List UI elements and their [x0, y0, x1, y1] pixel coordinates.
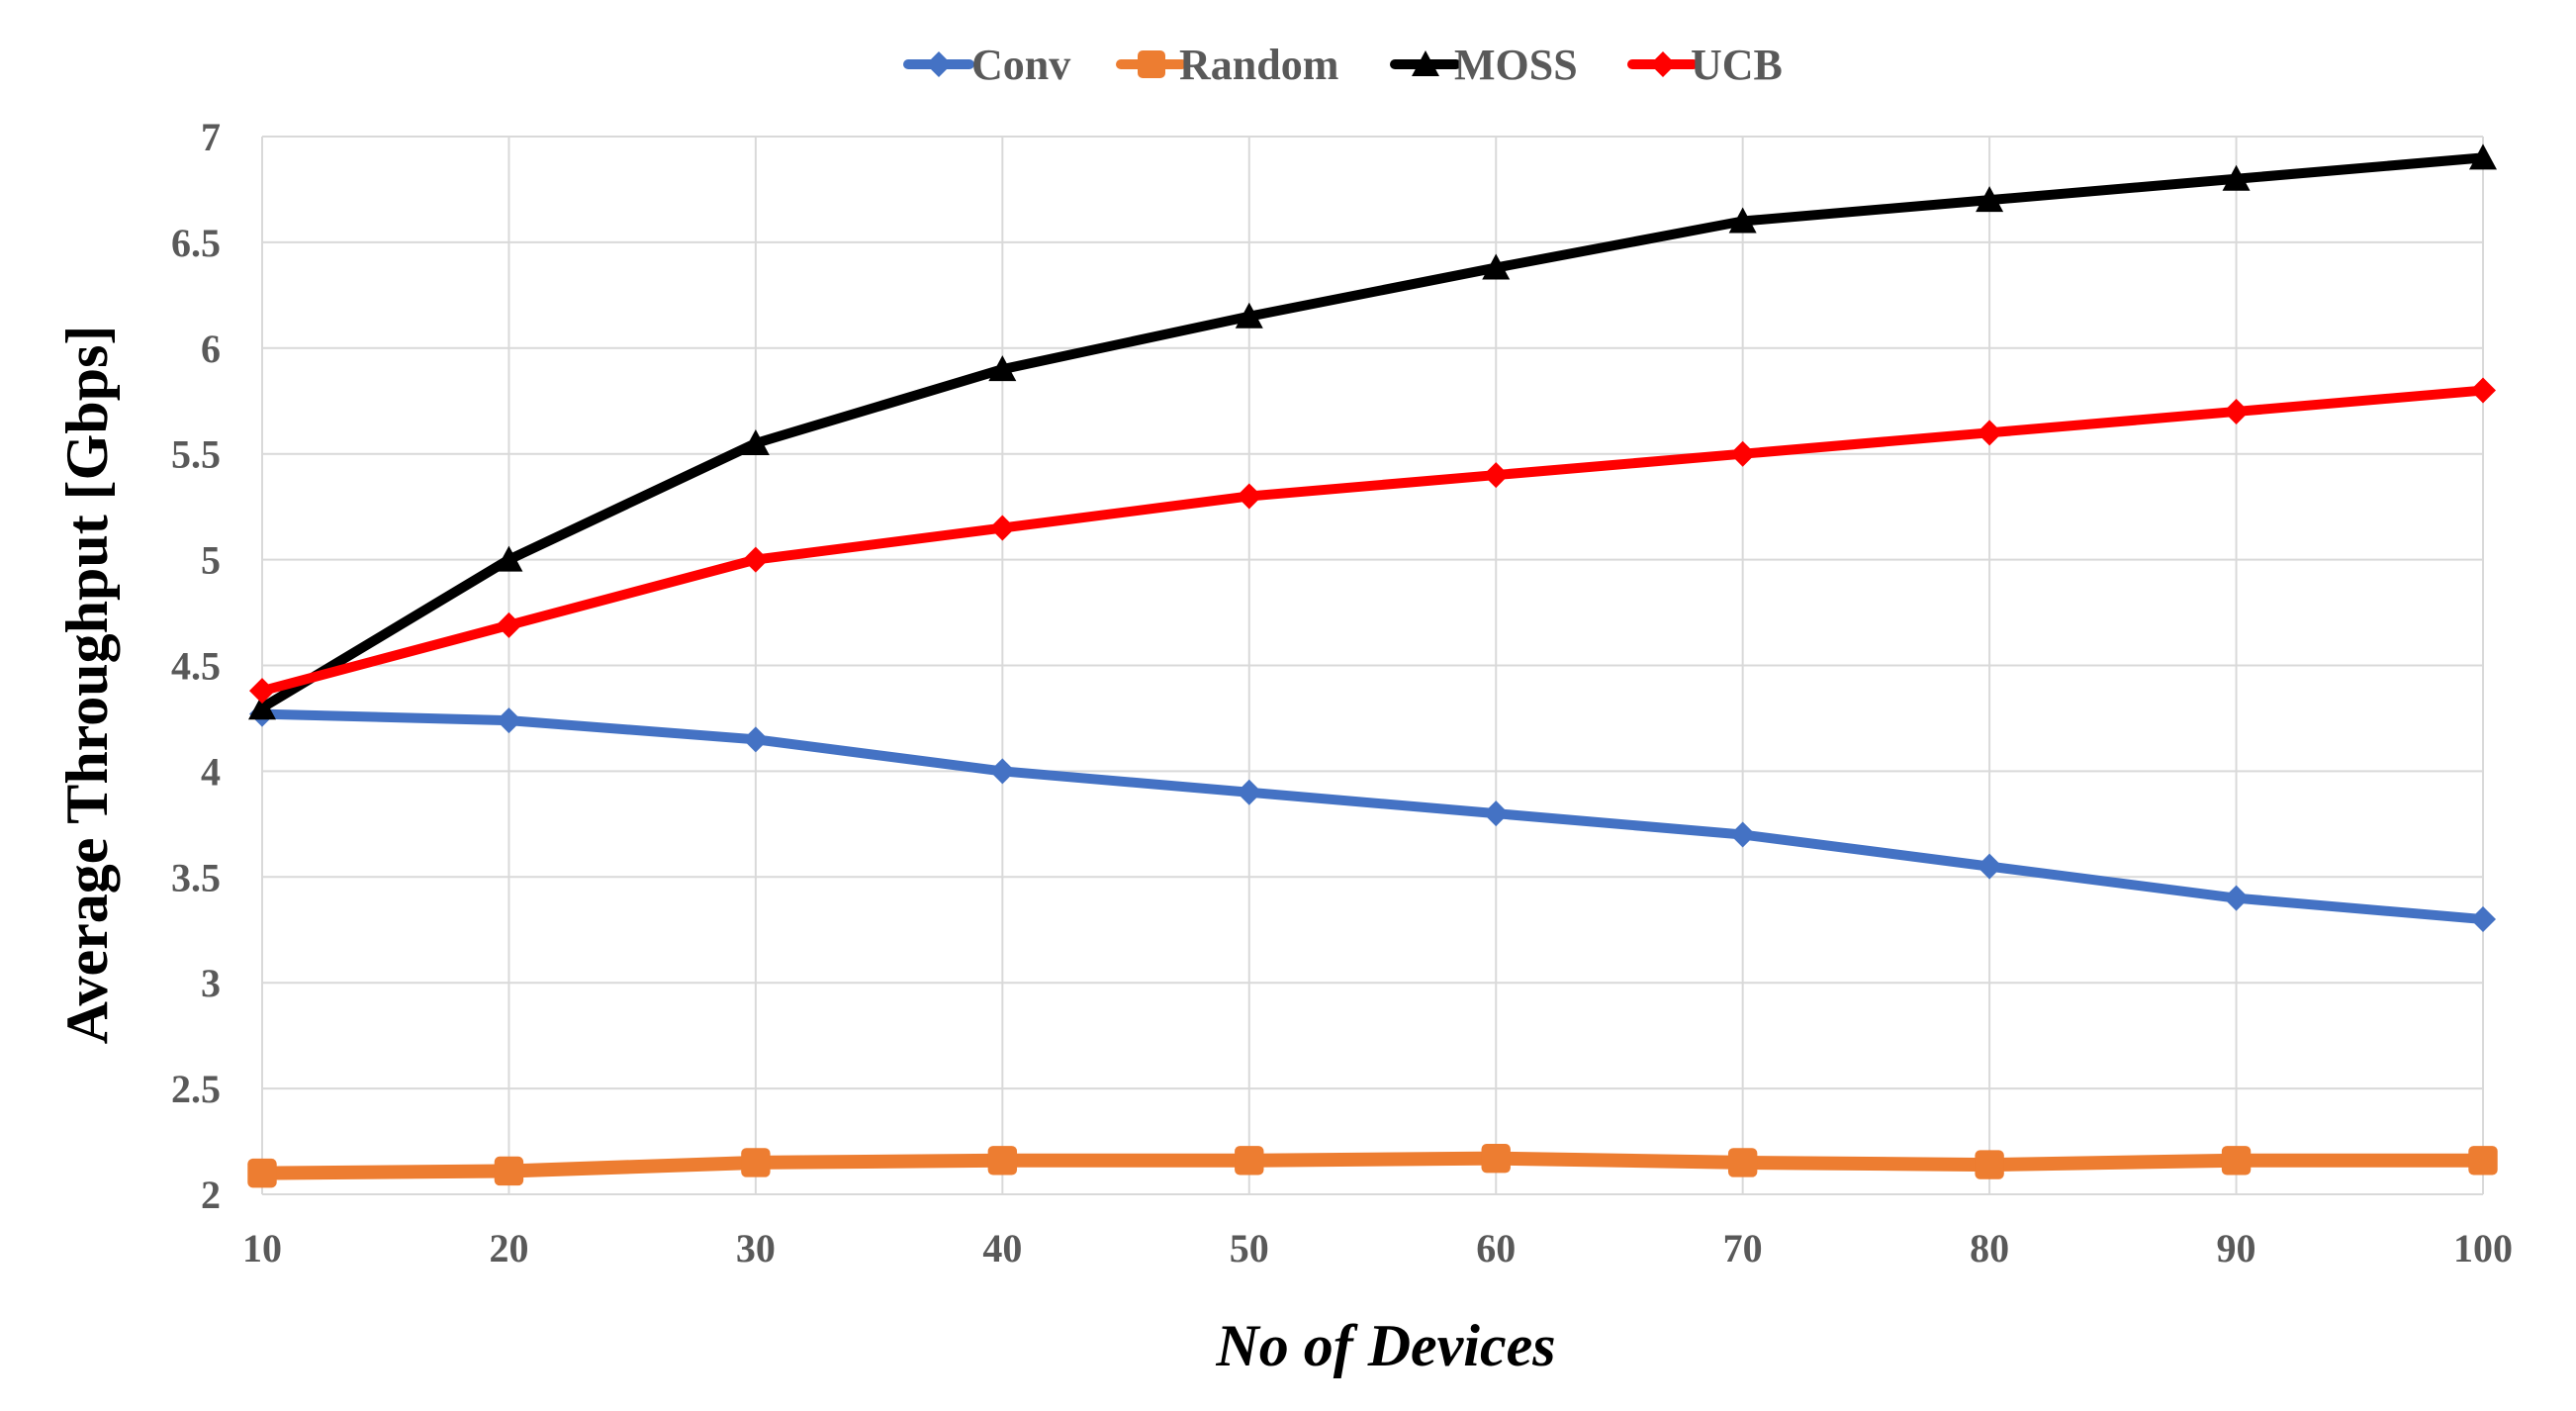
moss-point [2469, 143, 2497, 170]
moss-point [495, 545, 523, 572]
moss-point [1728, 207, 1757, 234]
conv-point [989, 758, 1016, 785]
ucb-point [249, 678, 275, 705]
conv-point [1729, 821, 1756, 848]
random-point [1727, 1148, 1758, 1177]
legend-swatch-marker [926, 51, 952, 77]
y-tick-label: 7 [201, 115, 221, 159]
ucb-line [257, 385, 2488, 697]
random-point [1235, 1146, 1264, 1176]
random-point [2221, 1146, 2252, 1176]
random-point [1975, 1150, 2004, 1179]
conv-line [257, 708, 2488, 925]
legend-swatch-marker [1138, 50, 1165, 78]
y-tick-label: 5 [201, 538, 221, 583]
ucb-point [1483, 462, 1510, 489]
random-point [741, 1148, 771, 1177]
ucb-point [1729, 440, 1756, 467]
y-tick-label: 6 [201, 327, 221, 371]
series-ucb [249, 377, 2496, 705]
y-tick-label: 3.5 [171, 855, 221, 899]
y-tick-label: 3 [201, 961, 221, 1005]
grid [261, 136, 2484, 1195]
conv-point [2223, 885, 2250, 911]
legend-label: UCB [1691, 41, 1783, 89]
legend-label: Random [1179, 41, 1338, 89]
x-tick-label: 50 [1230, 1226, 1269, 1270]
moss-line [257, 152, 2488, 713]
x-tick-label: 10 [242, 1226, 282, 1270]
conv-point [742, 726, 769, 753]
y-tick-label: 2.5 [171, 1067, 221, 1111]
legend-swatch-marker [1650, 51, 1676, 77]
legend-item-moss: MOSS [1390, 41, 1578, 89]
legend-swatch-marker [1412, 50, 1439, 76]
random-point [2468, 1146, 2498, 1176]
legend-item-conv: Conv [903, 41, 1070, 89]
moss-point [1976, 186, 2004, 213]
random-point [494, 1156, 524, 1186]
x-tick-label: 20 [489, 1226, 528, 1270]
conv-point [1977, 853, 2003, 880]
legend-item-ucb: UCB [1627, 41, 1783, 89]
series-conv [249, 701, 2496, 933]
random-point [987, 1146, 1018, 1176]
series-random [247, 1143, 2498, 1188]
x-tick-label: 60 [1476, 1226, 1516, 1270]
legend: Conv Random MOSS UCB [903, 41, 1783, 89]
ucb-point [496, 611, 522, 638]
y-tick-label: 6.5 [171, 221, 221, 265]
tick-labels: 2 2.5 3 3.5 4 4.5 5 5.5 6 6.5 7 10 20 30 40 50 60 70 80 90 1… [171, 115, 2513, 1270]
x-tick-label: 70 [1723, 1226, 1763, 1270]
random-line [255, 1151, 2490, 1180]
y-tick-label: 5.5 [171, 432, 221, 477]
moss-point [1482, 253, 1511, 280]
x-tick-label: 40 [982, 1226, 1022, 1270]
y-tick-label: 4.5 [171, 644, 221, 689]
ucb-point [1236, 483, 1262, 510]
ucb-point [2223, 398, 2250, 424]
series-moss [248, 143, 2497, 720]
ucb-point [742, 546, 769, 573]
y-tick-label: 2 [201, 1173, 221, 1217]
moss-point [2222, 164, 2251, 191]
random-point [1481, 1143, 1511, 1174]
x-tick-label: 80 [1970, 1226, 2009, 1270]
legend-label: Conv [971, 41, 1070, 89]
moss-point [741, 429, 770, 456]
ucb-point [989, 515, 1016, 541]
legend-label: MOSS [1454, 41, 1578, 89]
ucb-point [1977, 420, 2003, 446]
conv-point [2470, 906, 2496, 933]
x-tick-label: 100 [2453, 1226, 2513, 1270]
legend-item-random: Random [1116, 41, 1338, 89]
y-tick-label: 4 [201, 749, 221, 794]
conv-point [1236, 779, 1262, 805]
ucb-point [2470, 377, 2496, 404]
moss-point [248, 694, 276, 720]
x-tick-label: 90 [2217, 1226, 2256, 1270]
x-tick-label: 30 [736, 1226, 776, 1270]
series-lines [247, 143, 2498, 1188]
random-point [247, 1158, 277, 1188]
moss-point [1235, 302, 1263, 329]
conv-point [496, 707, 522, 734]
x-axis-title: No of Devices [1215, 1313, 1555, 1378]
y-axis-title: Average Throughput [Gbps] [54, 326, 120, 1045]
conv-point [1483, 800, 1510, 827]
moss-point [988, 355, 1017, 382]
